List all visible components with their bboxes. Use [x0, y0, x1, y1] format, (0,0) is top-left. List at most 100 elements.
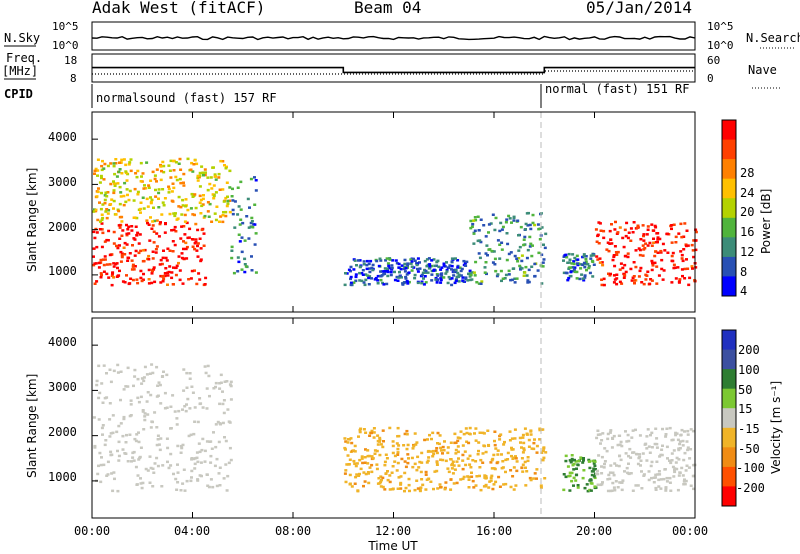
- velocity-echo-cell: [106, 460, 110, 464]
- velocity-echo-cell: [141, 409, 145, 412]
- velocity-cb-50: 50: [738, 383, 752, 397]
- power-echo-cell: [445, 261, 448, 264]
- power-echo-cell: [177, 255, 181, 258]
- velocity-echo-cell: [407, 477, 411, 481]
- power-echo-cell: [505, 232, 509, 235]
- power-echo-cell: [566, 278, 570, 282]
- velocity-echo-cell: [498, 485, 502, 488]
- power-echo-cell: [366, 274, 370, 277]
- power-echo-cell: [118, 269, 121, 273]
- velocity-echo-cell: [463, 450, 467, 453]
- power-echo-cell: [204, 276, 208, 280]
- power-echo-cell: [118, 202, 122, 206]
- power-echo-cell: [153, 219, 157, 223]
- power-echo-cell: [196, 242, 200, 245]
- velocity-echo-cell: [663, 468, 667, 471]
- velocity-echo-cell: [407, 457, 410, 460]
- power-echo-cell: [636, 226, 639, 229]
- power-echo-cell: [446, 281, 450, 285]
- velocity-echo-cell: [493, 430, 497, 433]
- velocity-echo-cell: [454, 448, 458, 452]
- power-echo-cell: [110, 274, 114, 277]
- velocity-echo-cell: [396, 447, 400, 451]
- power-echo-cell: [412, 257, 415, 261]
- power-echo-cell: [365, 267, 369, 271]
- power-echo-cell: [379, 270, 383, 273]
- power-echo-cell: [584, 255, 588, 258]
- power-echo-cell: [365, 263, 369, 267]
- power-echo-cell: [631, 231, 635, 234]
- power-echo-cell: [139, 276, 143, 280]
- power-echo-cell: [618, 280, 622, 284]
- power-echo-cell: [418, 267, 422, 270]
- velocity-echo-cell: [188, 372, 192, 375]
- power-echo-cell: [447, 275, 451, 279]
- velocity-echo-cell: [381, 485, 385, 489]
- power-echo-cell: [462, 259, 466, 263]
- power-echo-cell: [193, 159, 197, 162]
- power-echo-cell: [383, 272, 387, 275]
- power-echo-cell: [397, 266, 401, 269]
- power-echo-cell: [579, 267, 583, 270]
- velocity-echo-cell: [134, 465, 138, 469]
- power-echo-cell: [178, 278, 182, 282]
- power-echo-cell: [195, 282, 199, 286]
- power-echo-cell: [680, 268, 684, 271]
- power-echo-cell: [493, 263, 497, 266]
- power-echo-cell: [92, 230, 96, 234]
- power-echo-cell: [127, 163, 131, 166]
- velocity-echo-cell: [684, 469, 688, 472]
- velocity-echo-cell: [403, 489, 406, 493]
- velocity-echo-cell: [487, 443, 490, 447]
- velocity-echo-cell: [658, 455, 662, 458]
- xtick-6: 00:00: [672, 524, 708, 538]
- xtick-4: 16:00: [476, 524, 512, 538]
- velocity-echo-cell: [203, 365, 207, 368]
- power-echo-cell: [135, 234, 139, 237]
- velocity-echo-cell: [362, 428, 366, 431]
- power-echo-cell: [620, 282, 624, 285]
- velocity-echo-cell: [423, 438, 427, 442]
- power-echo-cell: [114, 262, 118, 266]
- power-echo-cell: [163, 197, 167, 200]
- power-echo-cell: [657, 274, 661, 277]
- velocity-ylabel: Slant Range [km]: [25, 374, 39, 478]
- power-echo-cell: [479, 218, 483, 221]
- velocity-echo-cell: [182, 389, 186, 392]
- velocity-echo-cell: [692, 487, 695, 491]
- power-echo-cell: [436, 274, 440, 277]
- velocity-echo-cell: [375, 463, 379, 466]
- power-echo-cell: [122, 194, 126, 198]
- velocity-echo-cell: [366, 462, 370, 465]
- power-echo-cell: [100, 164, 104, 168]
- velocity-echo-cell: [457, 457, 460, 460]
- velocity-echo-cell: [205, 440, 209, 443]
- power-echo-cell: [493, 228, 497, 232]
- power-echo-cell: [147, 254, 151, 258]
- power-echo-cell: [398, 270, 401, 274]
- power-echo-cell: [369, 259, 373, 263]
- power-echo-cell: [457, 280, 461, 283]
- velocity-echo-cell: [434, 449, 438, 453]
- velocity-echo-cell: [638, 453, 642, 456]
- power-echo-cell: [576, 263, 580, 267]
- velocity-echo-cell: [691, 474, 695, 478]
- velocity-echo-cell: [484, 483, 488, 487]
- power-echo-cell: [128, 282, 132, 285]
- power-echo-cell: [540, 282, 544, 285]
- velocity-echo-cell: [139, 477, 142, 480]
- velocity-echo-cell: [101, 424, 105, 427]
- power-echo-cell: [184, 198, 188, 201]
- power-echo-cell: [120, 253, 124, 257]
- power-echo-cell: [400, 264, 404, 267]
- power-echo-cell: [99, 207, 103, 211]
- velocity-echo-cell: [137, 400, 141, 404]
- velocity-echo-cell: [596, 429, 600, 432]
- velocity-echo-cell: [511, 457, 515, 460]
- velocity-echo-cell: [654, 427, 658, 430]
- power-echo-cell: [149, 179, 153, 182]
- velocity-echo-cell: [572, 484, 575, 487]
- velocity-echo-cell: [692, 463, 696, 467]
- power-echo-cell: [600, 278, 604, 281]
- power-echo-cell: [376, 282, 380, 285]
